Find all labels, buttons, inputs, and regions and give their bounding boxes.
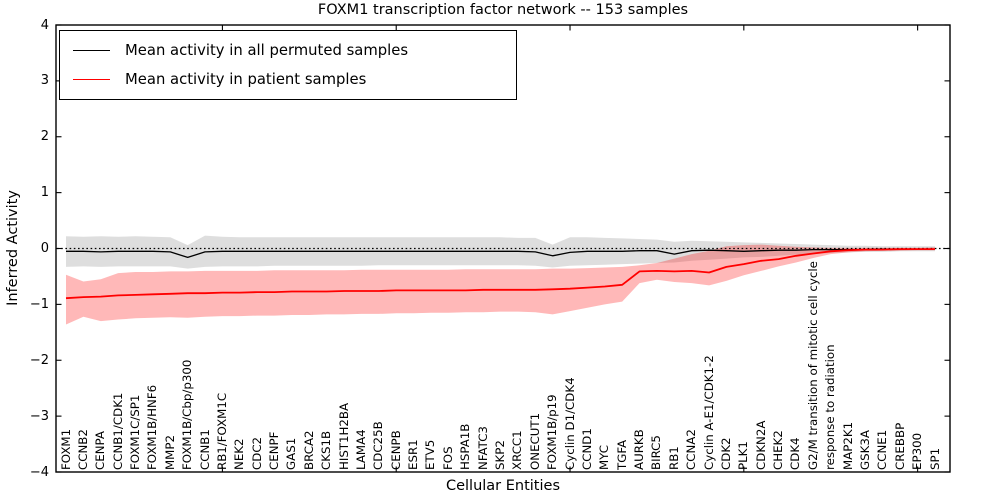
x-category-label: CDKN2A	[753, 420, 768, 470]
legend-item-permuted: Mean activity in all permuted samples	[73, 36, 516, 65]
x-category-label: RB1	[666, 446, 681, 470]
x-category-label: MAP2K1	[840, 421, 855, 470]
x-category-label: EP300	[910, 432, 925, 470]
x-category-label: CREBBP	[892, 422, 907, 470]
x-category-label: CENPB	[388, 430, 403, 470]
y-tick-label: 4	[40, 17, 49, 33]
permuted-line	[66, 248, 935, 259]
patient-line-sample-icon	[73, 79, 110, 80]
x-category-label: TGFA	[614, 439, 629, 470]
patient-line	[65, 248, 935, 300]
x-category-label: CCNA2	[684, 429, 699, 470]
x-category-label: BRCA2	[301, 430, 316, 470]
x-category-label: CCNB2	[75, 429, 90, 470]
x-category-label: CCNE1	[875, 429, 890, 470]
x-category-label: FOXM1B/Cbp/p300	[180, 359, 195, 470]
x-category-label: LAMA4	[353, 429, 368, 470]
y-tick-label: 1	[40, 185, 49, 201]
x-category-label: CCND1	[579, 428, 594, 470]
x-category-label: NFATC3	[475, 426, 490, 470]
legend-label-patient: Mean activity in patient samples	[125, 71, 367, 88]
x-category-label: MMP2	[162, 435, 177, 470]
x-category-label: SP1	[927, 447, 942, 470]
y-tick-label: −1	[29, 296, 49, 312]
x-category-label: PLK1	[736, 441, 751, 470]
patient-band	[66, 244, 935, 325]
x-category-label: response to radiation	[823, 344, 838, 470]
x-category-label: GAS1	[284, 437, 299, 470]
permuted-band	[66, 235, 935, 269]
legend-item-patient: Mean activity in patient samples	[73, 65, 516, 94]
x-category-label: Cyclin D1/CDK4	[562, 377, 577, 470]
y-tick-label: −3	[29, 408, 49, 424]
legend: Mean activity in all permuted samples Me…	[59, 30, 517, 100]
y-tick-label: 0	[40, 241, 49, 256]
x-category-label: XRCC1	[510, 430, 525, 470]
x-category-label: CCNB1	[197, 429, 212, 470]
x-category-label: NEK2	[232, 438, 247, 470]
x-category-label: ETV5	[423, 439, 438, 470]
x-category-label: AURKB	[632, 429, 647, 470]
x-category-label: ONECUT1	[527, 412, 542, 470]
x-category-label: FOXM1B/HNF6	[145, 384, 160, 470]
x-category-label: CDC25B	[371, 421, 386, 470]
x-category-label: BIRC5	[649, 435, 664, 470]
x-category-label: HSPA1B	[458, 423, 473, 470]
x-category-label: CDK2	[718, 437, 733, 470]
x-category-label: Cyclin A-E1/CDK1-2	[701, 355, 716, 470]
x-category-label: FOXM1C/SP1	[128, 394, 143, 470]
chart-title: FOXM1 transcription factor network -- 15…	[317, 2, 689, 18]
x-category-label: HIST1H2BA	[336, 402, 351, 470]
x-category-label: CDK4	[788, 437, 803, 470]
x-category-label: CENPA	[93, 431, 108, 470]
x-category-label: CDC2	[249, 436, 264, 470]
x-category-label: CENPF	[267, 431, 282, 470]
x-category-label: CKS1B	[319, 430, 334, 470]
x-category-label: CHEK2	[771, 430, 786, 470]
x-category-label: GSK3A	[857, 430, 872, 470]
x-category-label: G2/M transition of mitotic cell cycle	[805, 261, 820, 470]
y-tick-label: −4	[29, 464, 49, 480]
x-category-label: RB1/FOXM1C	[214, 392, 229, 470]
y-tick-label: 3	[40, 73, 49, 89]
y-tick-label: 2	[40, 129, 49, 145]
y-tick-label: −2	[29, 352, 49, 368]
x-category-label: FOXM1	[58, 428, 73, 470]
permuted-line-sample-icon	[73, 50, 110, 51]
x-category-label: CCNB1/CDK1	[110, 392, 125, 470]
x-category-label: FOXM1B/p19	[545, 394, 560, 470]
x-category-label: MYC	[597, 445, 612, 470]
x-category-label: FOS	[440, 446, 455, 470]
x-category-label: SKP2	[493, 440, 507, 470]
legend-label-permuted: Mean activity in all permuted samples	[125, 42, 409, 59]
x-axis-label: Cellular Entities	[445, 478, 561, 494]
x-category-label: ESR1	[406, 439, 421, 470]
